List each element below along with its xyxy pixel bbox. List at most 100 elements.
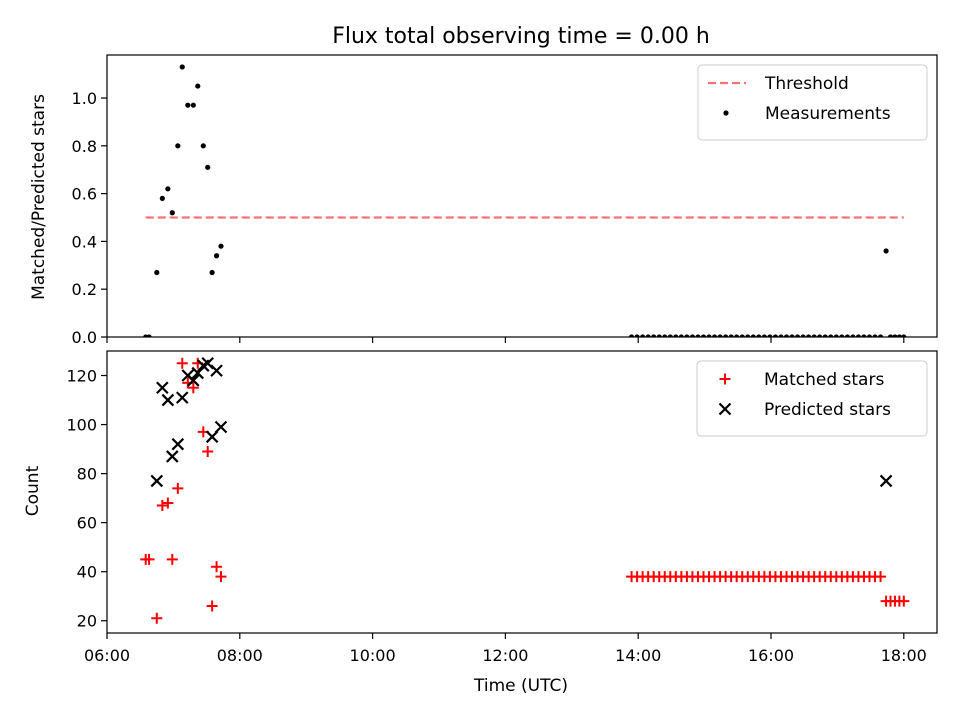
x-tick-label: 06:00 <box>84 646 130 665</box>
figure-title: Flux total observing time = 0.00 h <box>332 24 710 49</box>
top-legend-box <box>697 64 928 141</box>
measurements-point <box>896 334 902 337</box>
x-axis-label: Time (UTC) <box>473 676 568 696</box>
measurements-point <box>866 334 873 337</box>
measurements-point <box>179 64 185 70</box>
measurements-point <box>822 334 828 337</box>
top-y-tick-label: 0.2 <box>72 280 97 299</box>
top-y-axis-label: Matched/Predicted stars <box>29 94 49 300</box>
legend-predicted-stars-swatch <box>718 402 732 416</box>
measurements-point <box>811 334 817 337</box>
measurements-point <box>734 334 740 337</box>
measurements-point <box>745 334 751 337</box>
measurements-point <box>169 210 175 216</box>
measurements-point <box>200 143 206 149</box>
top-y-tick-label: 0.0 <box>72 328 97 347</box>
measurements-point <box>695 334 701 337</box>
measurements-point <box>756 334 762 337</box>
measurements-point <box>651 334 657 337</box>
matched-stars-point <box>187 382 199 394</box>
bottom-y-tick-label: 60 <box>77 514 97 533</box>
matched-stars-point <box>172 482 184 494</box>
x-tick-label: 10:00 <box>350 646 396 665</box>
measurements-point <box>723 334 729 337</box>
x-tick-label: 14:00 <box>615 646 661 665</box>
predicted-stars-point <box>175 391 189 404</box>
measurements-point <box>833 334 839 337</box>
bottom-legend: Matched stars Predicted stars <box>696 360 928 437</box>
measurements-point <box>667 334 673 337</box>
measurements-point <box>634 334 640 337</box>
measurements-point <box>806 334 812 337</box>
top-y-tick-label: 0.6 <box>72 185 97 204</box>
measurements-point <box>689 334 696 337</box>
legend-threshold-label: Threshold <box>764 74 849 94</box>
matched-stars-point <box>166 553 178 565</box>
measurements-point <box>800 334 806 337</box>
predicted-stars-point <box>214 420 228 434</box>
top-plot-frame <box>106 54 938 338</box>
measurements-point <box>673 334 679 337</box>
bottom-legend-box <box>696 360 928 437</box>
measurements-point <box>678 334 684 337</box>
predicted-stars-point <box>171 437 185 451</box>
measurements-point <box>706 334 712 337</box>
bottom-y-tick-label: 20 <box>77 612 97 631</box>
top-legend: Threshold Measurements <box>697 64 928 141</box>
predicted-stars-point <box>150 474 164 488</box>
measurements-point <box>662 334 668 337</box>
measurements-point <box>205 164 211 170</box>
top-y-tick-label: 1.0 <box>72 89 97 108</box>
x-tick-label: 16:00 <box>748 646 794 665</box>
measurements-point <box>761 334 767 337</box>
predicted-stars-point <box>205 430 219 444</box>
measurements-point <box>839 334 845 337</box>
measurements-point <box>195 83 201 89</box>
measurements-point <box>175 143 181 149</box>
bottom-y-tick-label: 40 <box>77 563 97 582</box>
measurements-point <box>844 334 850 337</box>
measurements-point <box>887 334 894 337</box>
predicted-stars-point <box>166 450 179 463</box>
bottom-y-tick-label: 80 <box>77 465 97 484</box>
measurements-point <box>828 334 834 337</box>
measurements-point <box>190 102 196 108</box>
measurements-point <box>883 248 889 254</box>
measurements-point <box>185 102 191 108</box>
measurements-point <box>739 334 745 337</box>
matched-stars-point <box>206 600 218 612</box>
measurements-point <box>717 334 723 337</box>
x-tick-label: 08:00 <box>217 646 263 665</box>
matched-stars-point <box>211 561 223 573</box>
measurements-point <box>772 334 779 337</box>
measurements-point <box>645 334 651 337</box>
measurements-point <box>656 334 662 337</box>
measurements-point <box>901 334 907 337</box>
measurements-point <box>728 334 734 337</box>
predicted-stars-point <box>191 366 205 380</box>
measurements-point <box>146 334 152 337</box>
legend-measurements-swatch <box>723 110 729 116</box>
measurements-point <box>892 334 898 337</box>
matched-stars-point <box>156 499 168 511</box>
legend-matched-stars-swatch <box>719 373 731 385</box>
matched-stars-point <box>215 571 227 583</box>
matched-stars-point <box>875 571 887 583</box>
measurements-point <box>778 334 784 337</box>
measurements-point <box>700 334 707 337</box>
bottom-plot-panel: 20 40 60 80 100 120 06:00 08:00 10:00 12:00 14:00 1… <box>66 350 938 665</box>
bottom-y-tick-label: 100 <box>66 416 97 435</box>
top-plot-panel: 0.0 0.2 0.4 0.6 0.8 1.0 Threshold Measurements <box>72 54 938 347</box>
matched-stars-point <box>898 595 910 607</box>
bottom-y-tick-label: 120 <box>66 367 97 386</box>
measurements-point <box>750 334 756 337</box>
matched-stars-point <box>176 357 188 369</box>
legend-predicted-stars-label: Predicted stars <box>764 400 891 420</box>
measurements-point <box>218 243 224 249</box>
bottom-y-axis-label: Count <box>23 465 43 516</box>
measurements-point <box>628 334 635 337</box>
measurements-point <box>209 269 215 276</box>
x-tick-label: 18:00 <box>881 646 927 665</box>
measurements-point <box>767 334 773 337</box>
